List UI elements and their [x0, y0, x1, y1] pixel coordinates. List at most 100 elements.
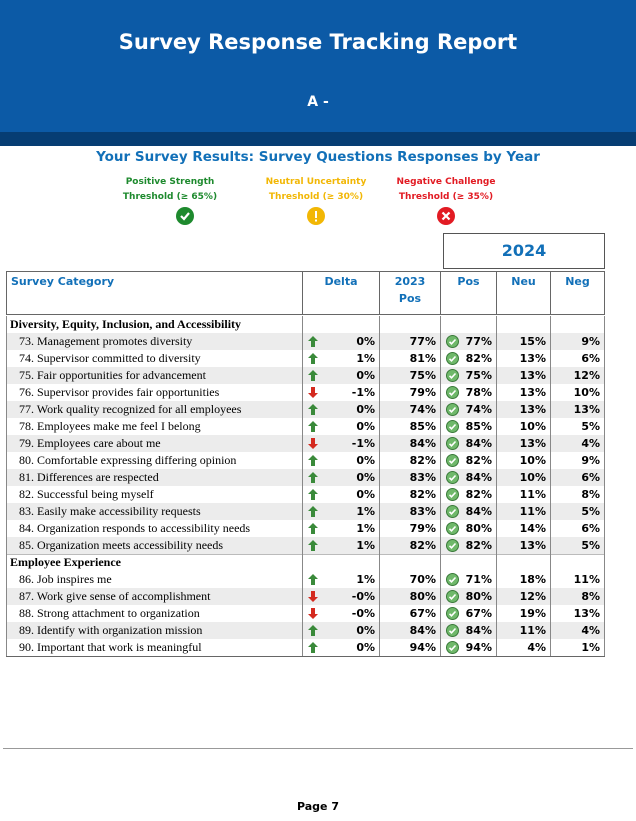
- question: 83. Easily make accessibility requests: [6, 503, 303, 520]
- cell: 0%: [303, 367, 380, 384]
- group-row: Employee Experience: [6, 554, 605, 571]
- cell: 10%: [497, 452, 551, 469]
- value: 74%: [465, 403, 492, 416]
- value: 0%: [356, 420, 375, 433]
- value: 1%: [356, 505, 375, 518]
- value: 19%: [519, 607, 546, 620]
- question: 89. Identify with organization mission: [6, 622, 303, 639]
- cell: [441, 554, 497, 571]
- trend-arrow: [307, 641, 319, 659]
- table-row: 86. Job inspires me 1% 70% 71% 18% 11%: [6, 571, 605, 589]
- legend-icon: [307, 207, 325, 225]
- check-icon: [446, 454, 459, 472]
- cell: 67%: [441, 605, 497, 622]
- cell: 82%: [380, 537, 441, 554]
- trend-arrow: [307, 454, 319, 472]
- trend-arrow: [307, 488, 319, 506]
- value: 79%: [409, 522, 436, 535]
- value: 13%: [519, 539, 546, 552]
- cell: 81%: [380, 350, 441, 367]
- check-icon: [446, 573, 459, 591]
- value: 84%: [465, 437, 492, 450]
- check-icon: [446, 624, 459, 642]
- cell: 1%: [303, 537, 380, 554]
- cell: 80%: [441, 520, 497, 537]
- cell: 85%: [441, 418, 497, 435]
- value: 0%: [356, 454, 375, 467]
- value: 84%: [465, 624, 492, 637]
- value: 80%: [409, 590, 436, 603]
- cell: 84%: [441, 503, 497, 520]
- cell: 13%: [497, 435, 551, 452]
- value: 10%: [519, 471, 546, 484]
- cell: 10%: [497, 418, 551, 435]
- value: 75%: [409, 369, 436, 382]
- check-icon: [446, 488, 459, 506]
- cell: 13%: [497, 350, 551, 367]
- cell: 10%: [497, 469, 551, 486]
- value: 5%: [581, 539, 600, 552]
- value: -1%: [351, 386, 375, 399]
- trend-arrow: [307, 335, 319, 353]
- value: 6%: [581, 352, 600, 365]
- question: 75. Fair opportunities for advancement: [6, 367, 303, 384]
- value: 79%: [409, 386, 436, 399]
- table-row: 87. Work give sense of accomplishment -0%…: [6, 588, 605, 606]
- cell: 11%: [497, 503, 551, 520]
- table-row: 82. Successful being myself 0% 82% 82% 11% 8%: [6, 486, 605, 504]
- trend-arrow: [307, 352, 319, 370]
- cell: 0%: [303, 639, 380, 656]
- value: 1%: [356, 522, 375, 535]
- legend-label: Negative Challenge Threshold (≥ 35%): [396, 177, 496, 202]
- cell: [380, 554, 441, 571]
- value: 94%: [465, 641, 492, 654]
- cell: [497, 554, 551, 571]
- value: 77%: [465, 335, 492, 348]
- value: -0%: [351, 607, 375, 620]
- table-row: 85. Organization meets accessibility nee…: [6, 537, 605, 555]
- value: 0%: [356, 471, 375, 484]
- cell: 82%: [441, 452, 497, 469]
- value: 13%: [519, 352, 546, 365]
- legend-icon: [176, 207, 194, 225]
- cell: 77%: [441, 333, 497, 350]
- value: 1%: [356, 573, 375, 586]
- cell: 67%: [380, 605, 441, 622]
- value: 82%: [465, 352, 492, 365]
- cell: [551, 316, 605, 333]
- value: 78%: [465, 386, 492, 399]
- check-icon: [446, 641, 459, 659]
- check-icon: [446, 607, 459, 625]
- trend-arrow: [307, 590, 319, 608]
- cell: 77%: [380, 333, 441, 350]
- value: 4%: [581, 437, 600, 450]
- question: 80. Comfortable expressing differing opi…: [6, 452, 303, 469]
- value: 11%: [573, 573, 600, 586]
- value: 11%: [519, 505, 546, 518]
- cell: [441, 316, 497, 333]
- value: 1%: [356, 352, 375, 365]
- cell: 0%: [303, 469, 380, 486]
- question: 74. Supervisor committed to diversity: [6, 350, 303, 367]
- legend-label: Neutral Uncertainty Threshold (≥ 30%): [265, 177, 367, 202]
- title: Survey Response Tracking Report: [118, 30, 518, 54]
- column-header: Delta: [303, 271, 380, 315]
- check-icon: [446, 352, 459, 370]
- value: 9%: [581, 335, 600, 348]
- value: 0%: [356, 369, 375, 382]
- check-icon: [446, 522, 459, 540]
- value: 5%: [581, 420, 600, 433]
- cell: 18%: [497, 571, 551, 588]
- cell: 14%: [497, 520, 551, 537]
- check-icon: [446, 590, 459, 608]
- value: 13%: [519, 437, 546, 450]
- cell: 19%: [497, 605, 551, 622]
- cell: 13%: [497, 384, 551, 401]
- cell: 0%: [303, 418, 380, 435]
- cell: [551, 554, 605, 571]
- value: 80%: [465, 590, 492, 603]
- value: 14%: [519, 522, 546, 535]
- trend-arrow: [307, 505, 319, 523]
- cell: 85%: [380, 418, 441, 435]
- cell: 6%: [551, 350, 605, 367]
